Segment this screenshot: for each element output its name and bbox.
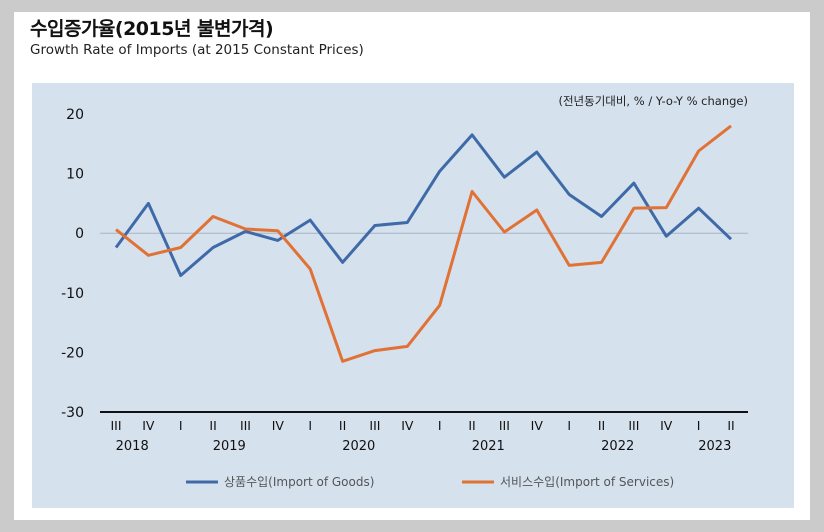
x-tick-label: II — [468, 418, 475, 433]
year-label: 2023 — [698, 439, 731, 454]
x-tick-label: II — [339, 418, 346, 433]
x-tick-label: III — [369, 418, 380, 433]
x-tick-label: I — [697, 418, 701, 433]
year-label: 2019 — [213, 439, 246, 454]
y-tick-label: 0 — [75, 226, 84, 242]
y-tick-label: -10 — [61, 286, 84, 302]
chart-subtitle: Growth Rate of Imports (at 2015 Constant… — [30, 42, 364, 58]
plot-area — [32, 83, 794, 508]
chart-title: 수입증가율(2015년 불변가격) — [30, 18, 274, 40]
x-tick-label: II — [727, 418, 734, 433]
x-tick-label: IV — [401, 418, 414, 433]
year-label: 2022 — [601, 439, 634, 454]
x-tick-label: II — [598, 418, 605, 433]
series-line-services — [115, 124, 732, 363]
x-tick-label: II — [209, 418, 216, 433]
x-tick-label: I — [567, 418, 571, 433]
x-tick-label: I — [308, 418, 312, 433]
x-tick-label: IV — [142, 418, 155, 433]
y-tick-label: -30 — [61, 405, 84, 421]
x-tick-label: III — [499, 418, 510, 433]
year-label: 2021 — [472, 439, 505, 454]
y-tick-label: -20 — [61, 345, 84, 361]
y-tick-label: 10 — [66, 167, 84, 183]
x-tick-label: III — [628, 418, 639, 433]
x-tick-label: IV — [531, 418, 544, 433]
series-line-goods — [114, 133, 733, 277]
y-tick-label: 20 — [66, 107, 84, 123]
x-tick-label: I — [438, 418, 442, 433]
x-tick-label: IV — [272, 418, 285, 433]
x-tick-label: III — [240, 418, 251, 433]
legend-label-goods: 상품수입(Import of Goods) — [224, 475, 374, 489]
legend-label-services: 서비스수입(Import of Services) — [500, 475, 674, 489]
year-label: 2020 — [342, 439, 375, 454]
x-tick-label: I — [179, 418, 183, 433]
x-tick-label: III — [110, 418, 121, 433]
year-label: 2018 — [116, 439, 149, 454]
x-tick-label: IV — [660, 418, 673, 433]
unit-label: (전년동기대비, % / Y-o-Y % change) — [558, 94, 748, 108]
